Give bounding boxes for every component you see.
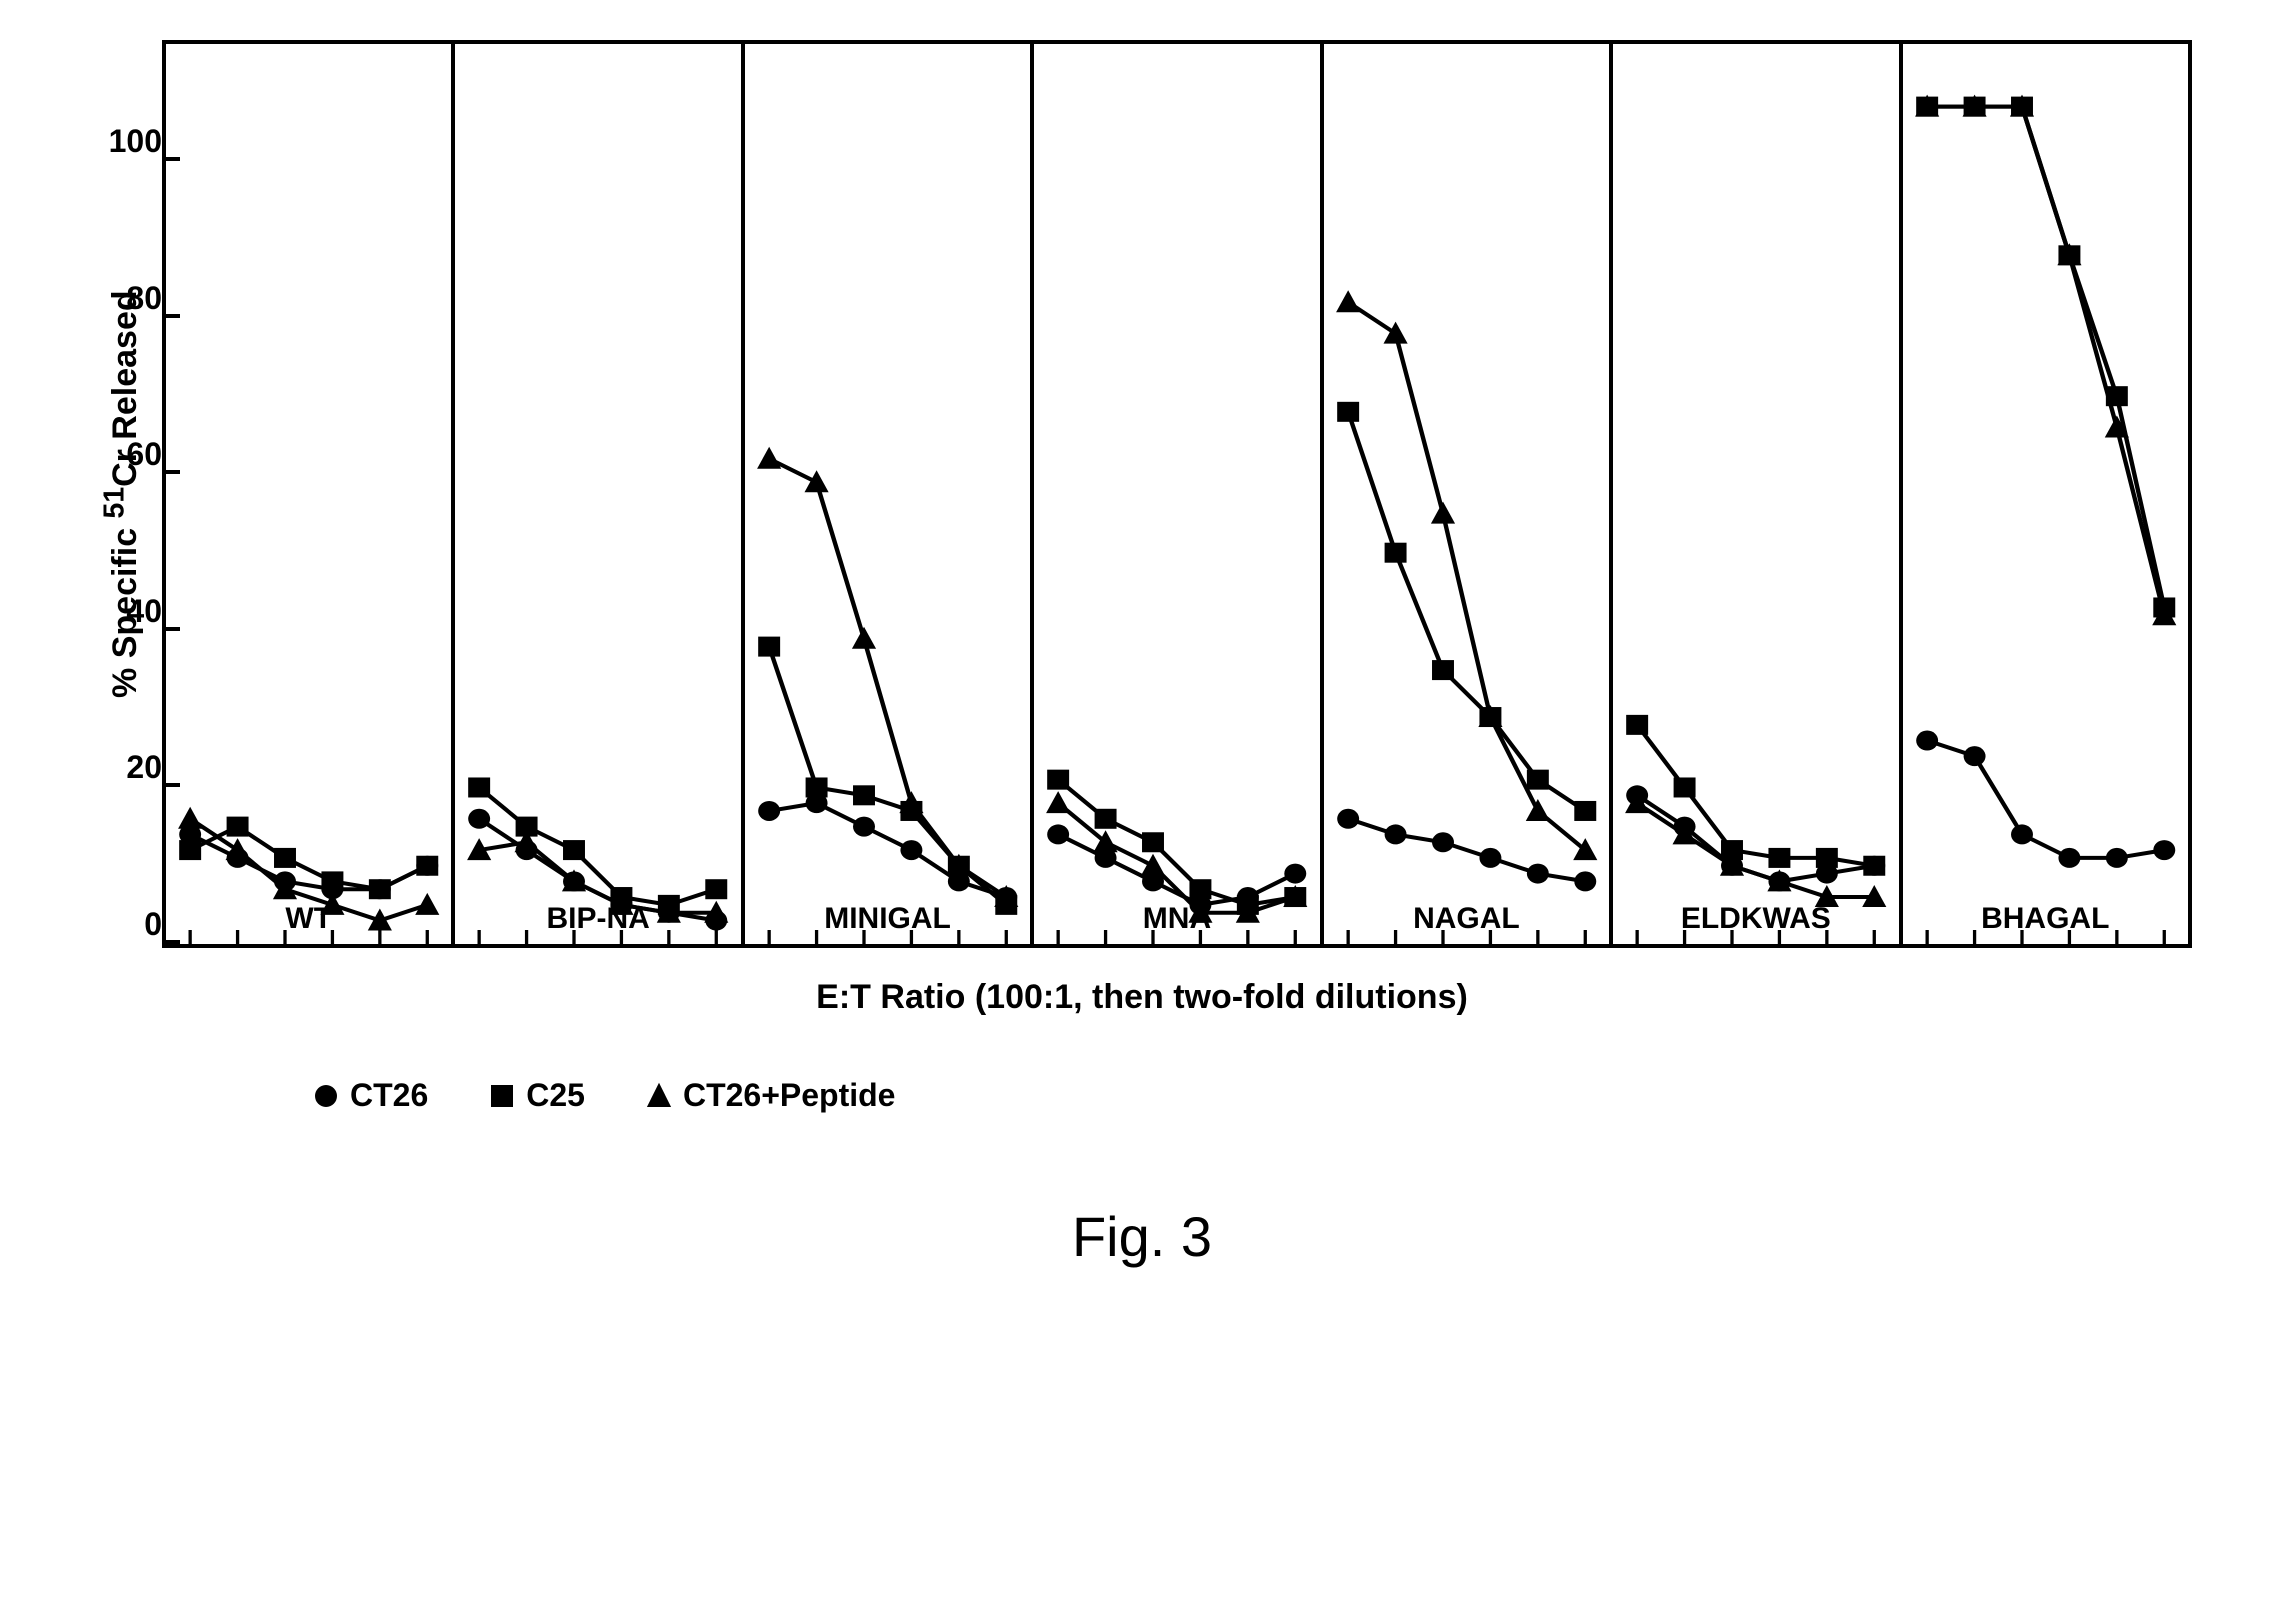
legend: CT26 C25 CT26+Peptide	[312, 1077, 2192, 1114]
legend-label: C25	[526, 1077, 585, 1114]
ylabel-sup: 51	[99, 487, 131, 519]
y-axis-label-wrap: % Specific 51Cr Released	[92, 40, 152, 948]
panel-mna: MNA	[1030, 44, 1319, 944]
legend-item-c25: C25	[488, 1077, 585, 1114]
panel-eldkwas: ELDKWAS	[1609, 44, 1898, 944]
panel-minigal: MINIGAL	[741, 44, 1030, 944]
panel-label: WT	[285, 902, 332, 936]
legend-item-ct26: CT26	[312, 1077, 428, 1114]
panel-label: BIP-NA	[546, 902, 649, 936]
y-axis-label: % Specific 51Cr Released	[99, 290, 145, 698]
legend-item-ct26p: CT26+Peptide	[645, 1077, 896, 1114]
x-axis-label: E:T Ratio (100:1, then two-fold dilution…	[92, 978, 2192, 1017]
panel-wt: WT	[162, 44, 451, 944]
y-axis-ticks: 020406080100	[152, 40, 162, 940]
panel-label: MINIGAL	[824, 902, 951, 936]
panel-label: ELDKWAS	[1681, 902, 1831, 936]
panel-label: MNA	[1143, 902, 1211, 936]
panel-bhagal: BHAGAL	[1899, 44, 2192, 944]
panel-nagal: NAGAL	[1320, 44, 1609, 944]
panel-row: WT BIP-NA MINIGAL MNA NAGAL ELDKWAS BHAGAL	[162, 40, 2192, 948]
panel-label: NAGAL	[1413, 902, 1520, 936]
panel-label: BHAGAL	[1981, 902, 2109, 936]
legend-label: CT26	[350, 1077, 428, 1114]
chart-area: % Specific 51Cr Released 020406080100 WT…	[92, 40, 2192, 948]
panel-bip-na: BIP-NA	[451, 44, 740, 944]
figure-caption: Fig. 3	[92, 1204, 2192, 1269]
legend-label: CT26+Peptide	[683, 1077, 896, 1114]
figure-3: % Specific 51Cr Released 020406080100 WT…	[92, 40, 2192, 1269]
